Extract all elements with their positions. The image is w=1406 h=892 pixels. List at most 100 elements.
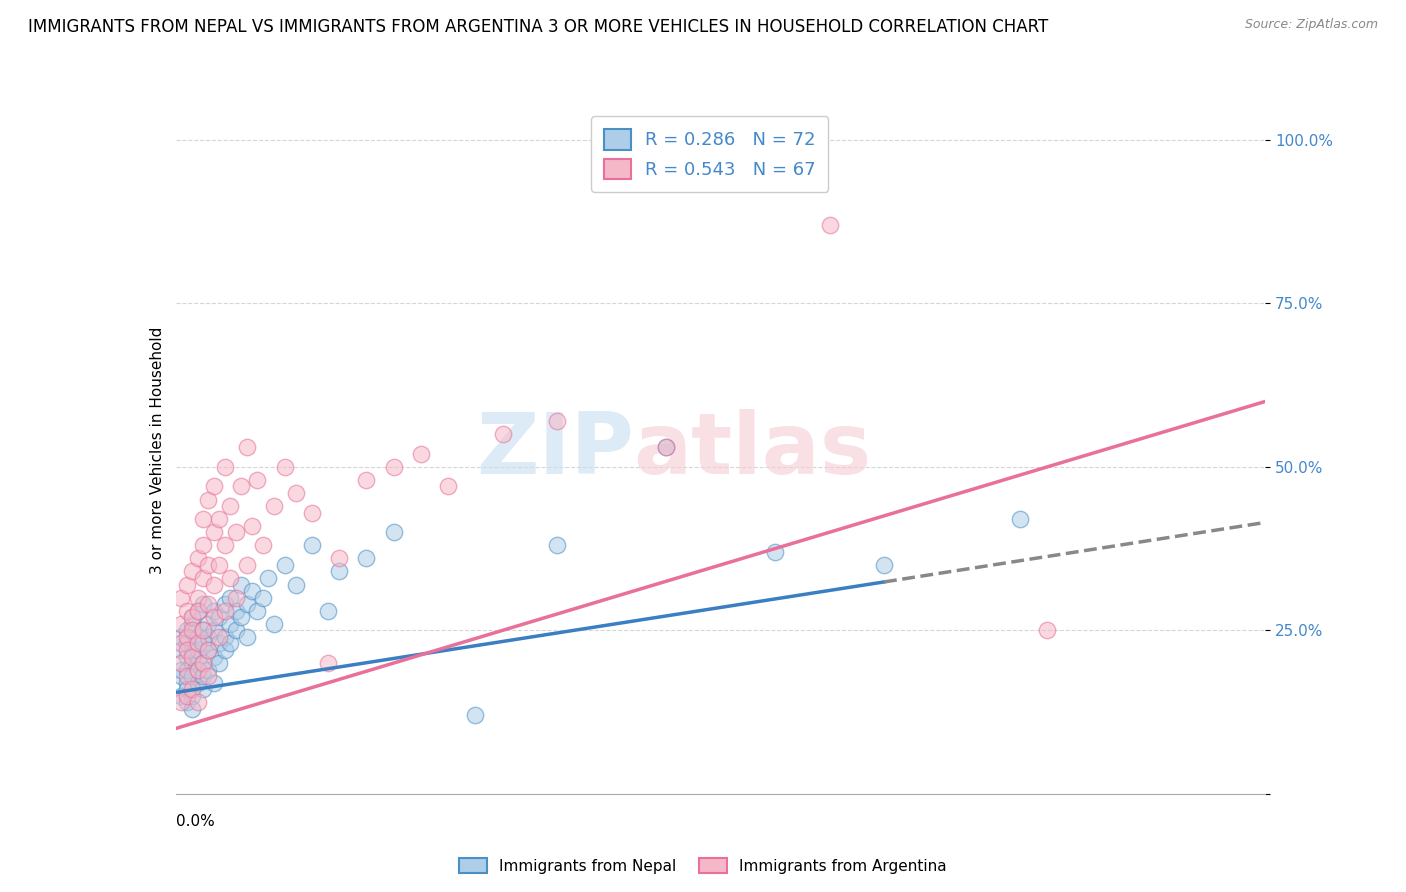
Point xyxy=(170,616,193,631)
Point xyxy=(176,689,198,703)
Point xyxy=(191,624,214,638)
Point xyxy=(301,538,323,552)
Point xyxy=(219,636,242,650)
Point xyxy=(318,656,340,670)
Point xyxy=(170,669,193,683)
Point xyxy=(176,669,198,683)
Point xyxy=(186,663,209,677)
Point xyxy=(240,584,263,599)
Point xyxy=(186,604,209,618)
Point xyxy=(202,624,225,638)
Point xyxy=(208,630,231,644)
Point xyxy=(208,636,231,650)
Point xyxy=(176,682,198,697)
Point xyxy=(181,702,204,716)
Point xyxy=(176,636,198,650)
Point xyxy=(191,538,214,552)
Point xyxy=(208,656,231,670)
Point xyxy=(170,630,193,644)
Point xyxy=(176,643,198,657)
Point xyxy=(818,218,841,232)
Point xyxy=(464,708,486,723)
Point xyxy=(214,459,236,474)
Point xyxy=(301,506,323,520)
Point xyxy=(176,624,198,638)
Point xyxy=(219,616,242,631)
Point xyxy=(181,656,204,670)
Point xyxy=(197,630,219,644)
Point xyxy=(181,689,204,703)
Point xyxy=(191,636,214,650)
Point xyxy=(225,591,247,605)
Point xyxy=(181,616,204,631)
Point xyxy=(176,630,198,644)
Point xyxy=(197,597,219,611)
Point xyxy=(655,440,678,454)
Point xyxy=(170,656,193,670)
Point xyxy=(274,459,297,474)
Point xyxy=(181,649,204,664)
Point xyxy=(208,512,231,526)
Point xyxy=(186,643,209,657)
Point xyxy=(197,643,219,657)
Point xyxy=(170,636,193,650)
Point xyxy=(382,525,405,540)
Point xyxy=(214,630,236,644)
Point xyxy=(231,479,253,493)
Point xyxy=(186,551,209,566)
Point xyxy=(176,663,198,677)
Point xyxy=(252,591,274,605)
Point xyxy=(318,604,340,618)
Point xyxy=(176,604,198,618)
Point xyxy=(191,669,214,683)
Point xyxy=(181,643,204,657)
Point xyxy=(202,649,225,664)
Legend: R = 0.286   N = 72, R = 0.543   N = 67: R = 0.286 N = 72, R = 0.543 N = 67 xyxy=(591,116,828,192)
Point xyxy=(219,591,242,605)
Point xyxy=(197,558,219,572)
Point xyxy=(191,624,214,638)
Point xyxy=(176,649,198,664)
Point xyxy=(181,610,204,624)
Point xyxy=(257,571,280,585)
Point xyxy=(437,479,460,493)
Point xyxy=(181,610,204,624)
Point xyxy=(197,663,219,677)
Point xyxy=(186,695,209,709)
Point xyxy=(170,695,193,709)
Point xyxy=(170,591,193,605)
Point xyxy=(197,616,219,631)
Point xyxy=(186,630,209,644)
Point xyxy=(546,414,568,428)
Point xyxy=(235,597,257,611)
Point xyxy=(181,624,204,638)
Point xyxy=(197,492,219,507)
Point xyxy=(170,689,193,703)
Point xyxy=(231,610,253,624)
Point xyxy=(202,525,225,540)
Point xyxy=(655,440,678,454)
Point xyxy=(214,597,236,611)
Point xyxy=(284,577,307,591)
Point xyxy=(235,558,257,572)
Point xyxy=(492,427,515,442)
Point xyxy=(191,656,214,670)
Point xyxy=(202,479,225,493)
Point xyxy=(219,499,242,513)
Point xyxy=(176,577,198,591)
Point xyxy=(263,499,285,513)
Point xyxy=(225,525,247,540)
Point xyxy=(328,565,350,579)
Point xyxy=(170,643,193,657)
Point xyxy=(225,604,247,618)
Point xyxy=(186,675,209,690)
Point xyxy=(186,591,209,605)
Point xyxy=(202,604,225,618)
Point xyxy=(176,695,198,709)
Point xyxy=(214,643,236,657)
Point xyxy=(1010,512,1032,526)
Point xyxy=(191,597,214,611)
Point xyxy=(328,551,350,566)
Point xyxy=(181,669,204,683)
Point xyxy=(186,636,209,650)
